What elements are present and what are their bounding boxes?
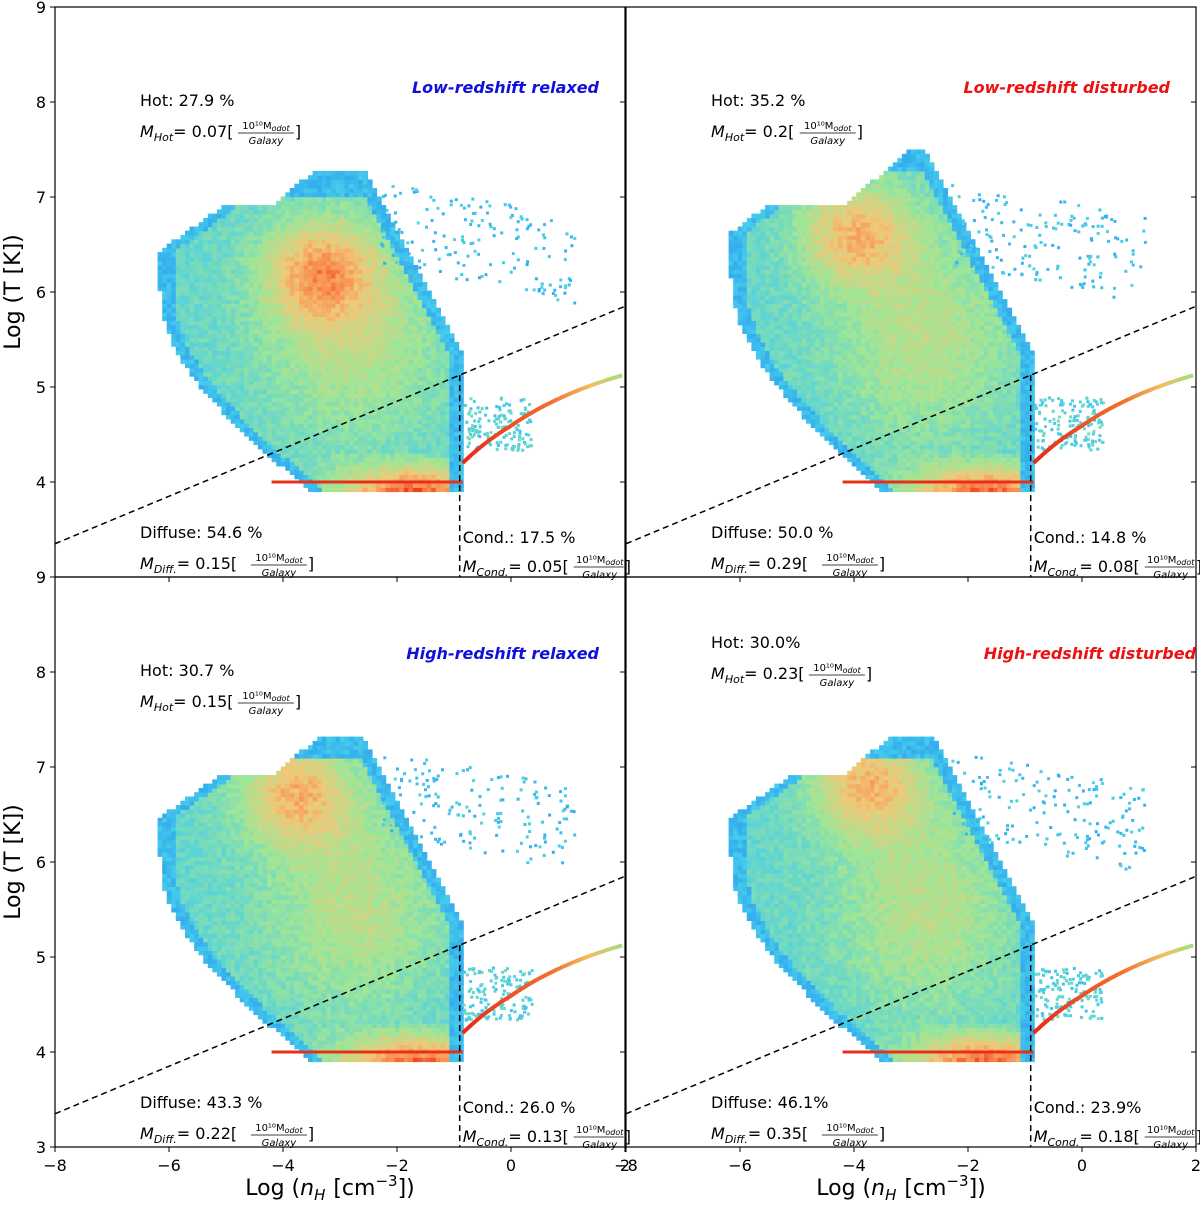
panel-title: High-redshift relaxed	[406, 644, 599, 663]
y-axis-label-1: Log (T [K])	[1, 234, 26, 349]
diffuse-mass: MDiff.= 0.35[	[711, 1124, 808, 1146]
panel-4: −8 −6 −4 −2 0 2 High-redshift disturbed Hot: 30…	[614, 577, 1200, 1175]
hot-unit-denominator: Galaxy	[249, 706, 285, 717]
y-tick-label: 5	[36, 378, 46, 397]
cond-fraction-label: Cond.: 26.0 %	[463, 1098, 576, 1117]
x-tick-label: −6	[728, 1156, 752, 1175]
condensed-sequence	[1034, 375, 1194, 463]
x-tick-label: −8	[614, 1156, 638, 1175]
hot-unit-numerator: 10¹⁰Modot	[242, 691, 290, 703]
hot-unit-numerator: 10¹⁰Modot	[813, 663, 861, 675]
hot-mass: MHot= 0.23[	[711, 664, 805, 686]
hot-unit-close: ]	[295, 122, 301, 141]
heatmap-cells	[158, 737, 623, 1063]
hot-mass: MHot= 0.15[	[140, 692, 234, 714]
hot-unit-numerator: 10¹⁰Modot	[804, 121, 852, 133]
panel-title: Low-redshift relaxed	[412, 78, 600, 97]
cond-fraction-label: Cond.: 23.9%	[1034, 1098, 1142, 1117]
cond-fraction-label: Cond.: 14.8 %	[1034, 528, 1147, 547]
cond-unit-denominator: Galaxy	[1153, 1140, 1189, 1151]
condensed-sequence	[463, 375, 623, 463]
hot-unit-numerator: 10¹⁰Modot	[242, 121, 290, 133]
cond-unit-numerator: 10¹⁰Modot	[576, 1125, 624, 1137]
diffuse-unit-numerator: 10¹⁰Modot	[826, 553, 874, 565]
diffuse-fraction-label: Diffuse: 54.6 %	[140, 523, 263, 542]
x-tick-label: 0	[1077, 1156, 1087, 1175]
heatmap-cells	[729, 737, 1194, 1063]
y-tick-label: 7	[36, 758, 46, 777]
x-axis-label-2: Log (nH [cm−3])	[816, 1172, 986, 1204]
hot-unit-denominator: Galaxy	[810, 136, 846, 147]
cond-unit-numerator: 10¹⁰Modot	[1147, 1125, 1195, 1137]
x-tick-label: −6	[157, 1156, 181, 1175]
cond-unit-denominator: Galaxy	[582, 1140, 618, 1151]
diffuse-unit-close: ]	[308, 1124, 314, 1143]
cond-unit-close: ]	[1196, 557, 1200, 576]
diffuse-fraction-label: Diffuse: 43.3 %	[140, 1093, 263, 1112]
y-tick-label: 5	[36, 948, 46, 967]
panel-1: 4 5 6 7 8 9 Low-redshift relaxed Hot: 27.9 % MHo…	[36, 0, 631, 582]
heatmap-cells	[158, 171, 623, 492]
y-tick-label: 4	[36, 473, 46, 492]
y-tick-label: 4	[36, 1043, 46, 1062]
y-tick-label: 9	[36, 568, 46, 587]
hot-fraction-label: Hot: 35.2 %	[711, 91, 805, 110]
hot-unit-denominator: Galaxy	[820, 678, 856, 689]
panel-title: Low-redshift disturbed	[963, 78, 1170, 97]
diffuse-unit-close: ]	[879, 554, 885, 573]
diffuse-mass: MDiff.= 0.15[	[140, 554, 237, 576]
hot-mass: MHot= 0.07[	[140, 122, 234, 144]
heatmap-cells	[729, 150, 1194, 493]
y-tick-label: 6	[36, 853, 46, 872]
diffuse-fraction-label: Diffuse: 46.1%	[711, 1093, 828, 1112]
x-tick-label: −4	[842, 1156, 866, 1175]
y-tick-label: 3	[36, 1138, 46, 1157]
diffuse-unit-close: ]	[879, 1124, 885, 1143]
panel-title: High-redshift disturbed	[984, 644, 1197, 663]
cond-unit-denominator: Galaxy	[1153, 570, 1189, 581]
cond-unit-numerator: 10¹⁰Modot	[576, 555, 624, 567]
cond-unit-close: ]	[1196, 1127, 1200, 1146]
hot-unit-close: ]	[295, 692, 301, 711]
diffuse-mass: MDiff.= 0.29[	[711, 554, 808, 576]
panel-2: Low-redshift disturbed Hot: 35.2 % MHot= 0…	[621, 7, 1200, 582]
diffuse-unit-numerator: 10¹⁰Modot	[255, 553, 303, 565]
cond-mass: MCond.= 0.05[	[463, 557, 569, 579]
y-tick-label: 8	[36, 663, 46, 682]
diffuse-unit-numerator: 10¹⁰Modot	[826, 1123, 874, 1135]
y-tick-label: 7	[36, 188, 46, 207]
diffuse-fraction-label: Diffuse: 50.0 %	[711, 523, 834, 542]
hot-unit-close: ]	[857, 122, 863, 141]
diffuse-unit-close: ]	[308, 554, 314, 573]
cond-unit-numerator: 10¹⁰Modot	[1147, 555, 1195, 567]
cond-unit-denominator: Galaxy	[582, 570, 618, 581]
cond-mass: MCond.= 0.18[	[1034, 1127, 1140, 1149]
x-tick-label: −8	[43, 1156, 67, 1175]
y-tick-label: 6	[36, 283, 46, 302]
x-tick-label: −4	[271, 1156, 295, 1175]
x-tick-label: 0	[506, 1156, 516, 1175]
y-axis-label-2: Log (T [K])	[1, 804, 26, 919]
phase-diagram-figure: 4 5 6 7 8 9 Low-redshift relaxed Hot: 27.9 % MHo…	[0, 0, 1200, 1206]
hot-fraction-label: Hot: 30.0%	[711, 633, 800, 652]
hot-unit-denominator: Galaxy	[249, 136, 285, 147]
cond-fraction-label: Cond.: 17.5 %	[463, 528, 576, 547]
y-tick-label: 8	[36, 93, 46, 112]
y-tick-label: 9	[36, 0, 46, 17]
diffuse-unit-denominator: Galaxy	[833, 1138, 869, 1149]
x-axis-label-1: Log (nH [cm−3])	[245, 1172, 415, 1204]
diffuse-unit-numerator: 10¹⁰Modot	[255, 1123, 303, 1135]
cond-mass: MCond.= 0.08[	[1034, 557, 1140, 579]
cond-mass: MCond.= 0.13[	[463, 1127, 569, 1149]
hot-unit-close: ]	[866, 664, 872, 683]
diffuse-unit-denominator: Galaxy	[262, 1138, 298, 1149]
hot-fraction-label: Hot: 30.7 %	[140, 661, 234, 680]
panel-3: 3 4 5 6 7 8 9 −8 −6 −4 −2 0 2 High-redshift relaxed Ho…	[36, 568, 631, 1175]
x-tick-label: 2	[1191, 1156, 1200, 1175]
hot-mass: MHot= 0.2[	[711, 122, 794, 144]
diffuse-mass: MDiff.= 0.22[	[140, 1124, 237, 1146]
hot-fraction-label: Hot: 27.9 %	[140, 91, 234, 110]
